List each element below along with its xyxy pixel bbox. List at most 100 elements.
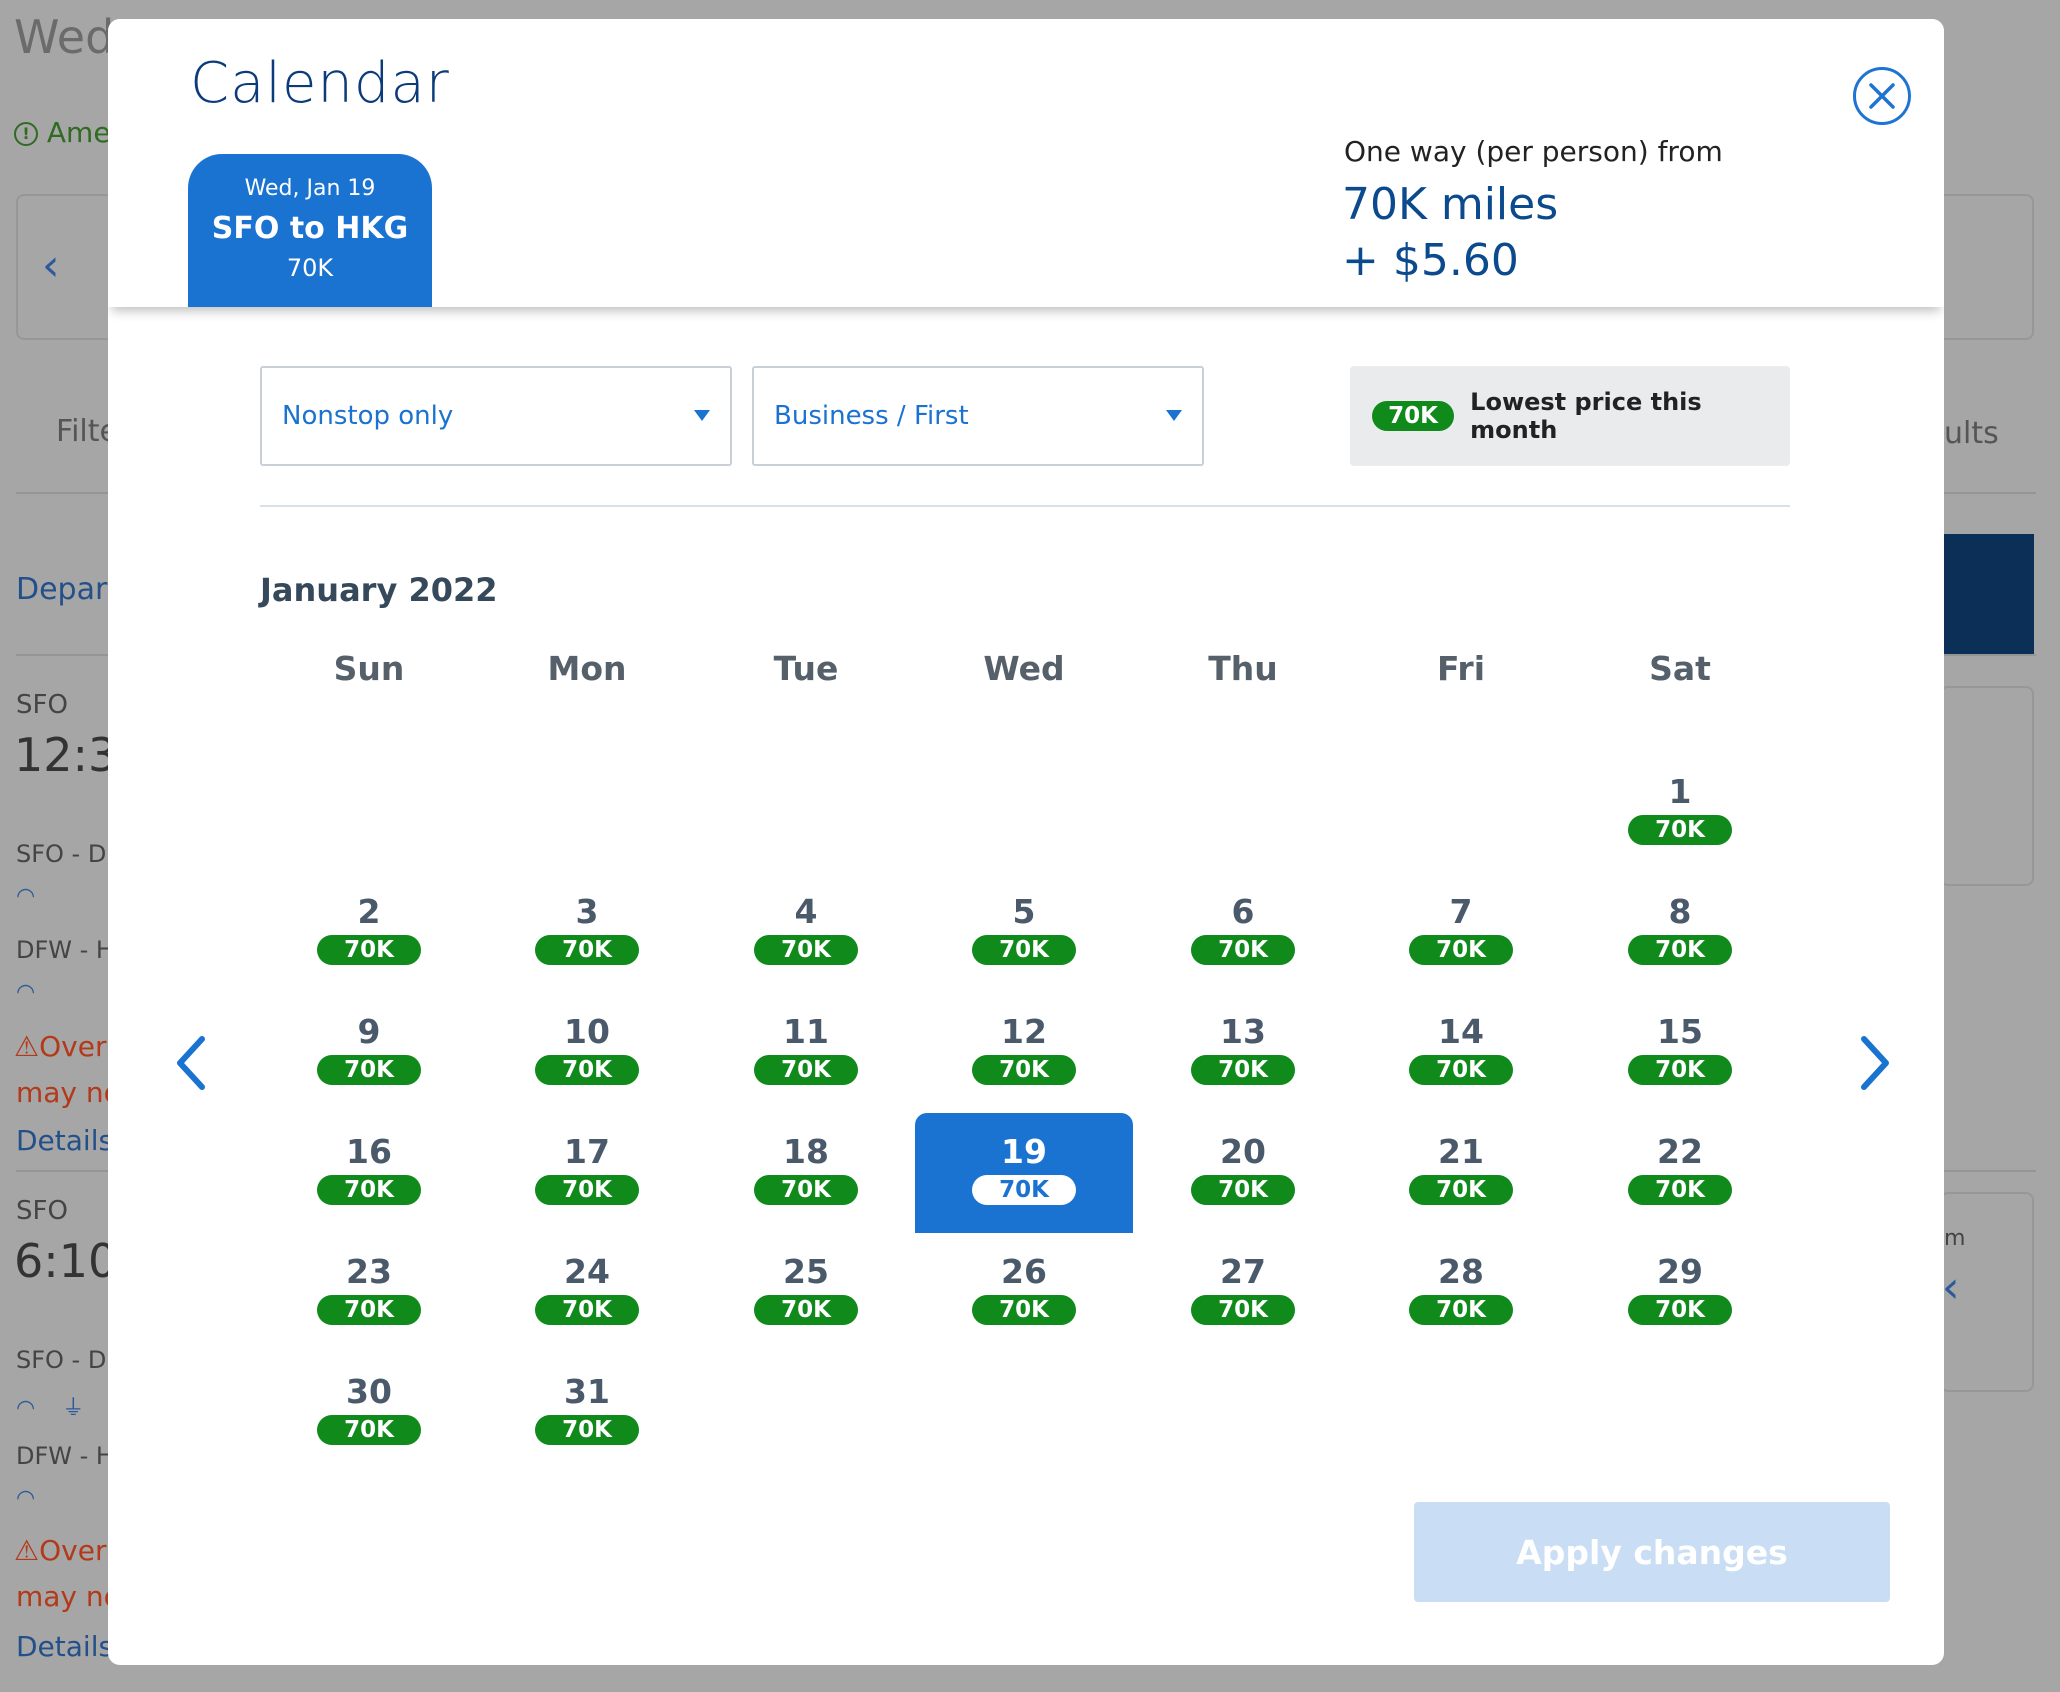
day-number: 19: [1001, 1132, 1047, 1171]
day-price-pill: 70K: [317, 1295, 421, 1325]
day-number: 14: [1438, 1012, 1484, 1051]
calendar-day-6[interactable]: 6 70K: [1134, 873, 1352, 993]
day-price-pill: 70K: [1191, 1295, 1295, 1325]
day-price-pill: 70K: [754, 1295, 858, 1325]
day-number: 12: [1001, 1012, 1047, 1051]
weekday-label: Sat: [1649, 649, 1711, 688]
calendar-day-5[interactable]: 5 70K: [915, 873, 1133, 993]
bg-flight1-origin: SFO: [16, 690, 68, 720]
calendar-day-23[interactable]: 23 70K: [260, 1233, 478, 1353]
calendar-day-18[interactable]: 18 70K: [697, 1113, 915, 1233]
calendar-day-26[interactable]: 26 70K: [915, 1233, 1133, 1353]
day-number: 6: [1231, 892, 1255, 931]
bg-flight1-details: Details: [16, 1124, 114, 1157]
day-price-pill: 70K: [535, 1415, 639, 1445]
legend-pill: 70K: [1372, 401, 1455, 431]
calendar-day-31[interactable]: 31 70K: [478, 1353, 696, 1473]
calendar-day-20[interactable]: 20 70K: [1134, 1113, 1352, 1233]
bg-filter-label: Filte: [56, 414, 118, 449]
day-price-pill: 70K: [535, 935, 639, 965]
cabin-select[interactable]: Business / First: [752, 366, 1204, 466]
day-number: 9: [357, 1012, 381, 1051]
price-cash: + $5.60: [1342, 235, 1519, 286]
close-icon: [1869, 83, 1895, 109]
day-number: 26: [1001, 1252, 1047, 1291]
day-price-pill: 70K: [317, 1175, 421, 1205]
day-price-pill: 70K: [535, 1295, 639, 1325]
bg-flight2-warning: ⚠Over: [14, 1534, 107, 1567]
calendar-day-1[interactable]: 1 70K: [1571, 753, 1789, 873]
bg-flight1-seg2: DFW - H: [16, 936, 114, 964]
calendar-day-4[interactable]: 4 70K: [697, 873, 915, 993]
calendar-day-17[interactable]: 17 70K: [478, 1113, 696, 1233]
day-number: 20: [1220, 1132, 1266, 1171]
calendar-day-11[interactable]: 11 70K: [697, 993, 915, 1113]
calendar-day-25[interactable]: 25 70K: [697, 1233, 915, 1353]
bg-flight2-seg1: SFO - DI: [16, 1346, 114, 1374]
calendar-day-19[interactable]: 19 70K: [915, 1113, 1133, 1233]
calendar-day-27[interactable]: 27 70K: [1134, 1233, 1352, 1353]
wifi-icon: ◠: [16, 1486, 36, 1511]
cabin-select-value: Business / First: [774, 401, 969, 431]
day-number: 2: [357, 892, 381, 931]
calendar-day-14[interactable]: 14 70K: [1352, 993, 1570, 1113]
day-price-pill: 70K: [1628, 935, 1732, 965]
apply-changes-button[interactable]: Apply changes: [1414, 1502, 1890, 1602]
prev-month-button[interactable]: [162, 1023, 222, 1103]
calendar-day-15[interactable]: 15 70K: [1571, 993, 1789, 1113]
day-price-pill: 70K: [972, 1175, 1076, 1205]
day-price-pill: 70K: [1191, 1175, 1295, 1205]
calendar-day-12[interactable]: 12 70K: [915, 993, 1133, 1113]
calendar-day-21[interactable]: 21 70K: [1352, 1113, 1570, 1233]
calendar-day-13[interactable]: 13 70K: [1134, 993, 1352, 1113]
day-number: 28: [1438, 1252, 1484, 1291]
day-price-pill: 70K: [317, 935, 421, 965]
day-number: 13: [1220, 1012, 1266, 1051]
day-price-pill: 70K: [1409, 1175, 1513, 1205]
day-price-pill: 70K: [1409, 1295, 1513, 1325]
weekday-label: Fri: [1436, 649, 1486, 688]
bg-fare-card: [1940, 1192, 2034, 1392]
weekday-label: Wed: [983, 649, 1065, 688]
day-price-pill: 70K: [972, 1295, 1076, 1325]
calendar-day-9[interactable]: 9 70K: [260, 993, 478, 1113]
calendar-day-22[interactable]: 22 70K: [1571, 1113, 1789, 1233]
calendar-day-3[interactable]: 3 70K: [478, 873, 696, 993]
flight-tab[interactable]: Wed, Jan 19 SFO to HKG 70K: [188, 154, 432, 307]
day-price-pill: 70K: [1628, 1055, 1732, 1085]
day-price-pill: 70K: [1628, 1175, 1732, 1205]
calendar-modal: Calendar Wed, Jan 19 SFO to HKG 70K One …: [108, 19, 1944, 1665]
calendar-day-16[interactable]: 16 70K: [260, 1113, 478, 1233]
day-number: 22: [1657, 1132, 1703, 1171]
weekday-label: Tue: [773, 649, 839, 688]
day-number: 11: [783, 1012, 829, 1051]
calendar-day-8[interactable]: 8 70K: [1571, 873, 1789, 993]
day-number: 17: [564, 1132, 610, 1171]
bg-heading: Wed: [14, 10, 115, 64]
price-miles: 70K miles: [1342, 179, 1559, 230]
day-number: 8: [1668, 892, 1692, 931]
chevron-down-icon: [1166, 410, 1182, 421]
day-number: 16: [346, 1132, 392, 1171]
price-label: One way (per person) from: [1344, 135, 1723, 168]
day-number: 3: [575, 892, 599, 931]
day-number: 21: [1438, 1132, 1484, 1171]
bg-results-label: ults: [1944, 416, 1999, 451]
day-price-pill: 70K: [754, 1055, 858, 1085]
calendar-day-7[interactable]: 7 70K: [1352, 873, 1570, 993]
day-price-pill: 70K: [754, 935, 858, 965]
stops-select[interactable]: Nonstop only: [260, 366, 732, 466]
close-button[interactable]: [1853, 67, 1911, 125]
flight-tab-route: SFO to HKG: [211, 211, 409, 246]
bg-flight2-time: 6:10: [14, 1234, 118, 1288]
power-icon: ⏚: [62, 1396, 85, 1421]
calendar-day-2[interactable]: 2 70K: [260, 873, 478, 993]
next-month-button[interactable]: [1844, 1023, 1904, 1103]
bg-fare-card: [1940, 686, 2034, 886]
calendar-day-28[interactable]: 28 70K: [1352, 1233, 1570, 1353]
calendar-day-30[interactable]: 30 70K: [260, 1353, 478, 1473]
calendar-day-29[interactable]: 29 70K: [1571, 1233, 1789, 1353]
calendar-day-10[interactable]: 10 70K: [478, 993, 696, 1113]
weekday-label: Sun: [333, 649, 405, 688]
calendar-day-24[interactable]: 24 70K: [478, 1233, 696, 1353]
